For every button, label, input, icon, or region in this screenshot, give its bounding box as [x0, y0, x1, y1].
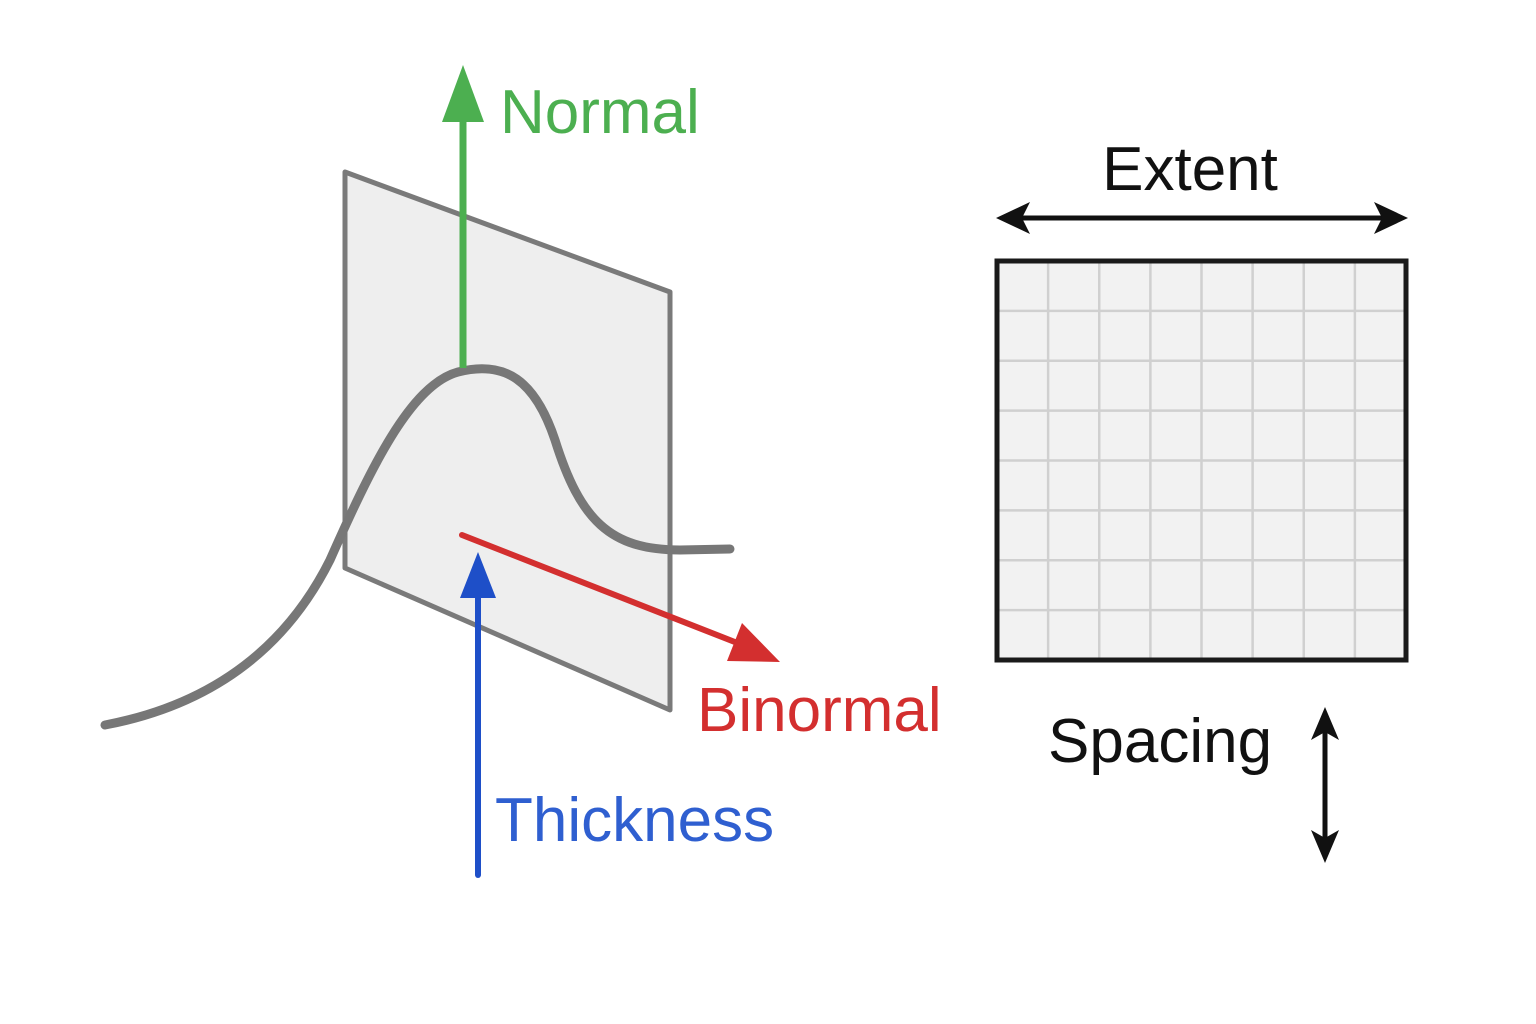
normal-arrowhead — [442, 65, 484, 122]
spacing-bottom-arrowhead — [1311, 830, 1339, 863]
extent-right-arrowhead — [1374, 202, 1408, 234]
extent-left-arrowhead — [996, 202, 1030, 234]
normal-vector — [442, 65, 484, 368]
grid-border — [994, 258, 1409, 663]
thickness-vector — [460, 552, 496, 878]
frame-illustration: Normal Binormal Thickness — [100, 65, 942, 878]
extent-double-arrow — [996, 202, 1408, 234]
binormal-vector — [459, 532, 780, 662]
grid-lines — [997, 261, 1406, 660]
binormal-label: Binormal — [697, 676, 942, 745]
thickness-arrowhead — [460, 552, 496, 598]
curve — [100, 364, 735, 730]
normal-label: Normal — [500, 78, 700, 147]
extent-label: Extent — [1102, 135, 1278, 204]
cross-section-plane — [342, 169, 673, 713]
spacing-top-arrowhead — [1311, 707, 1339, 740]
grid-illustration: Extent Spacing — [994, 135, 1409, 863]
binormal-arrowhead — [727, 623, 780, 662]
spacing-double-arrow — [1311, 707, 1339, 863]
thickness-label: Thickness — [495, 786, 774, 855]
binormal-arrow-shaft — [459, 532, 748, 649]
spacing-label: Spacing — [1048, 707, 1272, 776]
